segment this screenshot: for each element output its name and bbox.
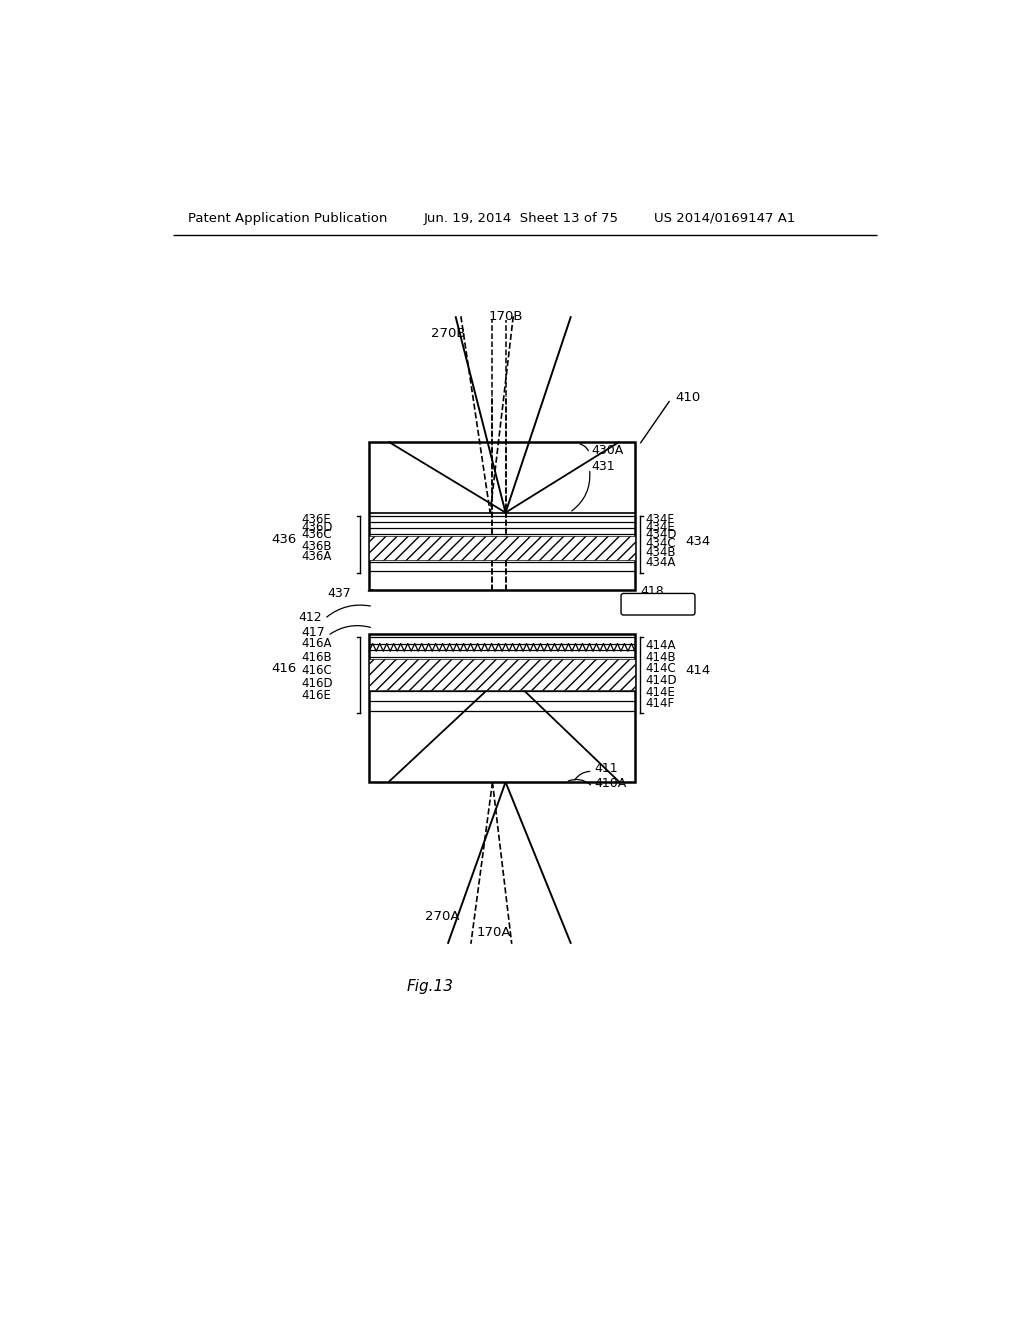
Text: 270B: 270B <box>431 327 465 341</box>
Text: 414C: 414C <box>645 663 676 676</box>
Text: 436: 436 <box>271 533 297 546</box>
Text: 170B: 170B <box>488 310 523 323</box>
Text: 411: 411 <box>594 762 617 775</box>
Text: 414E: 414E <box>645 686 675 700</box>
FancyBboxPatch shape <box>621 594 695 615</box>
Text: 434E: 434E <box>645 520 675 533</box>
Text: 418B418A: 418B418A <box>625 599 679 610</box>
Text: 270A: 270A <box>425 911 459 924</box>
Text: 170A: 170A <box>477 925 512 939</box>
Text: 416D: 416D <box>301 677 333 690</box>
Text: 414A: 414A <box>645 639 676 652</box>
Text: 414B: 414B <box>645 651 676 664</box>
Text: 434C: 434C <box>645 537 676 550</box>
Text: 410: 410 <box>676 391 701 404</box>
Text: 436E: 436E <box>301 513 331 527</box>
Text: 416A: 416A <box>301 638 332 649</box>
Text: 416C: 416C <box>301 664 332 677</box>
Text: 412: 412 <box>298 611 322 624</box>
Text: 414: 414 <box>685 664 711 677</box>
Text: 414D: 414D <box>645 675 677 686</box>
Bar <box>370 442 635 590</box>
Text: 434: 434 <box>685 535 711 548</box>
Text: 434D: 434D <box>645 528 677 541</box>
Text: Patent Application Publication: Patent Application Publication <box>188 213 388 224</box>
Text: Fig.13: Fig.13 <box>407 978 454 994</box>
Text: 416E: 416E <box>301 689 332 702</box>
Text: 436C: 436C <box>301 528 332 541</box>
Text: 416B: 416B <box>301 651 332 664</box>
Text: 430A: 430A <box>591 445 624 458</box>
Bar <box>370 536 635 561</box>
Text: 417: 417 <box>301 626 326 639</box>
Text: 434A: 434A <box>645 556 675 569</box>
Text: 436D: 436D <box>301 520 333 533</box>
Text: 434F: 434F <box>645 513 674 527</box>
Bar <box>370 659 635 689</box>
Text: 437: 437 <box>327 587 350 601</box>
Text: 434B: 434B <box>645 546 676 560</box>
Text: US 2014/0169147 A1: US 2014/0169147 A1 <box>654 213 796 224</box>
Text: 436A: 436A <box>301 550 332 564</box>
Text: 418: 418 <box>640 585 664 598</box>
Text: 414F: 414F <box>645 697 674 710</box>
Text: 436B: 436B <box>301 540 332 553</box>
Text: Jun. 19, 2014  Sheet 13 of 75: Jun. 19, 2014 Sheet 13 of 75 <box>423 213 618 224</box>
Text: 431: 431 <box>591 459 614 473</box>
Text: 416: 416 <box>271 661 297 675</box>
Text: 410A: 410A <box>594 777 627 791</box>
Bar <box>370 635 635 781</box>
